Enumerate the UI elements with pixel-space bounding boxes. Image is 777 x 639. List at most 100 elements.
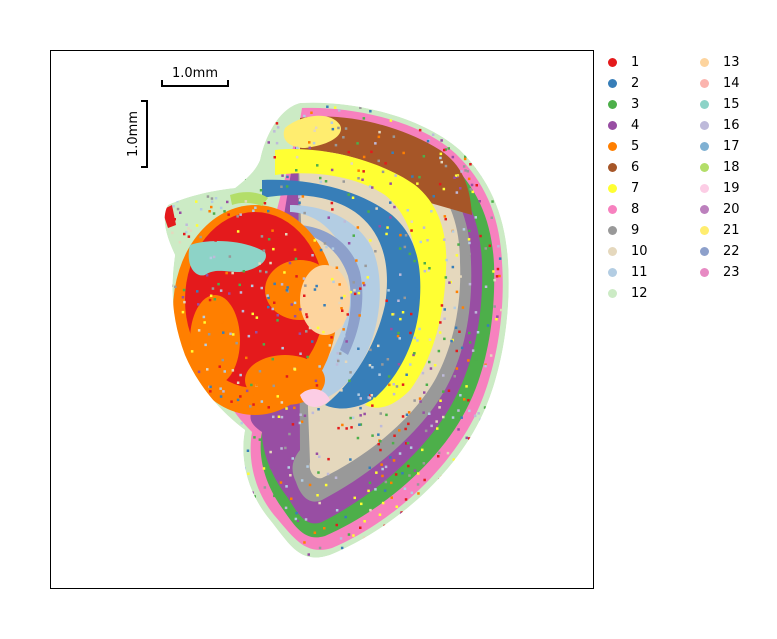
scatter-point bbox=[325, 245, 328, 249]
scatter-point bbox=[396, 334, 400, 338]
scatter-point bbox=[267, 238, 271, 241]
scatter-point bbox=[214, 239, 217, 242]
scatter-point bbox=[484, 419, 487, 423]
scatter-point bbox=[351, 196, 355, 199]
scatter-point bbox=[315, 284, 318, 288]
scatter-point bbox=[237, 497, 241, 501]
scatter-point bbox=[235, 341, 238, 345]
scatter-point bbox=[459, 394, 462, 397]
scatter-point bbox=[466, 489, 469, 493]
scatter-point bbox=[317, 471, 320, 474]
scatter-point bbox=[474, 495, 477, 498]
scatter-point bbox=[463, 398, 466, 401]
scatter-point bbox=[425, 383, 429, 386]
scatter-point bbox=[328, 344, 332, 347]
scatter-point bbox=[449, 136, 452, 139]
scatter-point bbox=[391, 151, 394, 154]
scatter-point bbox=[218, 517, 221, 521]
scatter-point bbox=[290, 303, 293, 306]
scatter-point bbox=[259, 189, 263, 192]
scatter-point bbox=[454, 121, 457, 125]
scatter-point bbox=[454, 530, 457, 533]
scatter-point bbox=[356, 436, 360, 440]
scatter-point bbox=[418, 128, 422, 132]
scatter-point bbox=[463, 542, 467, 545]
horizontal-scalebar: 1.0mm bbox=[161, 66, 229, 87]
scatter-point bbox=[305, 313, 308, 316]
scatter-point bbox=[437, 451, 441, 455]
scatter-point bbox=[281, 174, 284, 177]
scatter-point bbox=[311, 340, 314, 343]
scatter-point bbox=[460, 518, 463, 522]
scatter-point bbox=[458, 520, 461, 524]
scatter-point bbox=[442, 187, 446, 191]
scatter-point bbox=[295, 155, 299, 159]
scatter-point bbox=[284, 446, 287, 450]
scatter-point bbox=[205, 274, 209, 277]
scatter-point bbox=[244, 200, 248, 203]
scatter-point bbox=[427, 310, 431, 313]
scatter-point bbox=[364, 264, 367, 268]
scatter-point bbox=[379, 412, 382, 415]
scatter-point bbox=[208, 210, 211, 213]
scatter-point bbox=[201, 556, 205, 558]
scatter-point bbox=[385, 299, 388, 302]
scatter-point bbox=[381, 474, 384, 478]
plot-frame bbox=[50, 50, 594, 589]
scatter-point bbox=[246, 449, 250, 452]
scatter-point bbox=[391, 441, 395, 445]
scatter-point bbox=[276, 395, 279, 398]
scatter-point bbox=[303, 211, 306, 215]
scatter-point bbox=[185, 230, 188, 234]
scatter-point bbox=[286, 248, 290, 252]
scatter-point bbox=[230, 528, 234, 531]
scatter-point bbox=[324, 483, 328, 487]
scatter-point bbox=[460, 346, 464, 350]
scatter-point bbox=[443, 127, 446, 131]
scatter-point bbox=[260, 235, 264, 238]
scatter-point bbox=[364, 213, 368, 216]
scatter-point bbox=[452, 458, 455, 461]
scatter-point bbox=[479, 466, 482, 470]
scatter-point bbox=[330, 201, 334, 205]
scatter-point bbox=[299, 198, 302, 202]
scatter-point bbox=[358, 314, 361, 317]
scatter-point bbox=[206, 187, 210, 191]
scatter-point bbox=[494, 508, 497, 511]
scatter-point bbox=[383, 524, 386, 528]
scatter-point bbox=[378, 513, 382, 516]
scatter-point bbox=[398, 452, 402, 455]
scatter-point bbox=[335, 363, 339, 366]
scatter-point bbox=[364, 545, 367, 548]
scatter-point bbox=[293, 315, 297, 318]
scatter-point bbox=[170, 328, 173, 332]
scatter-point bbox=[288, 432, 291, 436]
scatter-point bbox=[471, 190, 474, 194]
scatter-point bbox=[182, 166, 185, 170]
scatter-point bbox=[466, 117, 469, 120]
scatter-point bbox=[340, 546, 344, 550]
legend-label: 7 bbox=[631, 180, 640, 196]
scatter-point bbox=[213, 298, 217, 301]
scatter-point bbox=[402, 151, 405, 155]
scatter-point bbox=[334, 143, 338, 147]
scatter-point bbox=[273, 494, 276, 498]
scatter-point bbox=[491, 511, 495, 514]
scatter-point bbox=[327, 216, 330, 219]
scatter-point bbox=[316, 494, 319, 497]
scatter-point bbox=[405, 456, 409, 459]
legend-marker bbox=[700, 183, 709, 193]
scatter-point bbox=[263, 486, 267, 489]
scatter-point bbox=[437, 455, 440, 458]
scatter-point bbox=[337, 359, 340, 363]
legend-marker bbox=[700, 78, 709, 88]
scatter-point bbox=[303, 294, 306, 297]
scatter-point bbox=[408, 474, 411, 477]
scatter-point bbox=[209, 256, 213, 260]
scatter-point bbox=[223, 471, 226, 475]
legend-marker bbox=[608, 267, 617, 277]
scatter-point bbox=[475, 493, 478, 497]
scatter-point bbox=[438, 406, 441, 409]
scatter-point bbox=[217, 450, 220, 454]
scatter-point bbox=[226, 200, 229, 204]
